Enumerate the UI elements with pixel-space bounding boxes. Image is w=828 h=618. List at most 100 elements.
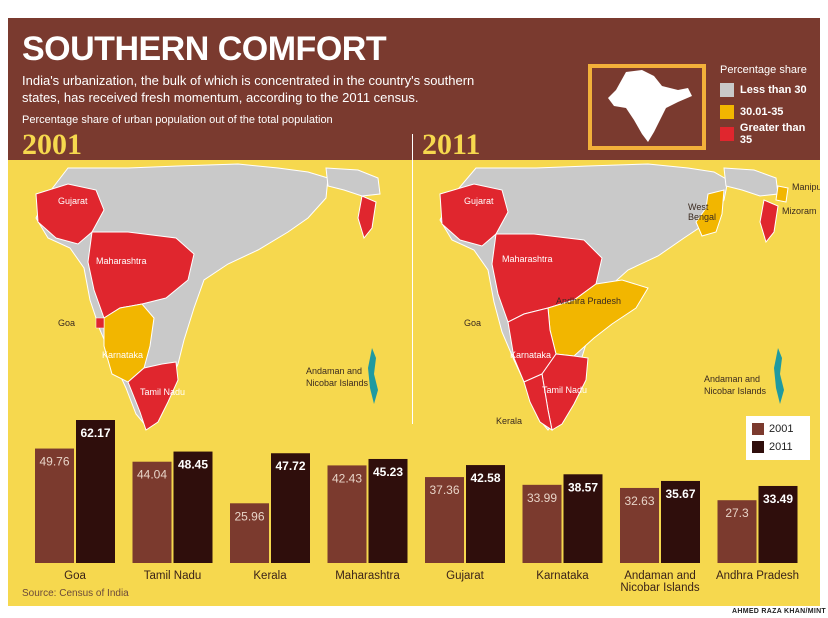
legend-item-30-35: 30.01-35 bbox=[720, 104, 783, 120]
map-label-karnataka-2011: Karnataka bbox=[510, 350, 551, 360]
legend-item-greater-than-35: Greater than 35 bbox=[720, 122, 820, 146]
state-west-bengal-2011 bbox=[695, 189, 725, 237]
state-goa-2001 bbox=[95, 317, 105, 329]
bar-chart: 49.76 62.17 Goa 44.04 48.45 Tamil Nadu 25.96 47… bbox=[35, 420, 799, 594]
legend-swatch-red bbox=[720, 127, 734, 141]
bar-goa-2011 bbox=[76, 420, 115, 563]
map-label-andhra-pradesh-2011: Andhra Pradesh bbox=[556, 296, 621, 306]
map-label-tamil-nadu-2011: Tamil Nadu bbox=[542, 385, 587, 395]
map-label-west-bengal-2011-line1: West bbox=[688, 202, 709, 212]
map-label-andaman-2011-line1: Andaman and bbox=[704, 374, 760, 384]
bar-value-label: 33.49 bbox=[763, 492, 793, 506]
bar-andhra-pradesh-2001 bbox=[717, 500, 757, 563]
andaman-islands-2011 bbox=[774, 348, 784, 404]
bar-value-label: 45.23 bbox=[373, 465, 403, 479]
bar-gujarat-2011 bbox=[466, 465, 505, 563]
bar-value-label: 35.67 bbox=[665, 487, 695, 501]
legend-label: Less than 30 bbox=[740, 84, 807, 96]
map-2011: Gujarat Maharashtra Andhra Pradesh Goa K… bbox=[439, 163, 820, 432]
bar-value-label: 49.76 bbox=[39, 455, 69, 469]
state-karnataka-2001 bbox=[103, 303, 155, 383]
bar-goa-2001 bbox=[35, 448, 74, 563]
map-label-west-bengal-2011-line2: Bengal bbox=[688, 212, 716, 222]
bar-maharashtra-2001 bbox=[327, 465, 367, 563]
infographic-subtitle: India's urbanization, the bulk of which … bbox=[22, 73, 475, 105]
bar-value-label: 42.58 bbox=[470, 471, 500, 485]
bar-andaman-nicobar-2001 bbox=[620, 487, 659, 563]
legend-label: Greater than 35 bbox=[739, 122, 806, 146]
map-label-maharashtra-2011: Maharashtra bbox=[502, 254, 553, 264]
bar-gujarat-2001 bbox=[425, 477, 464, 563]
india-outline-2001 bbox=[35, 163, 329, 427]
bar-tamil-nadu-2011 bbox=[173, 451, 213, 563]
infographic-caption: Percentage share of urban population out… bbox=[22, 114, 333, 126]
category-label: Gujarat bbox=[446, 570, 485, 582]
category-label: Andaman and bbox=[624, 570, 696, 582]
map-2001: Gujarat Maharashtra Goa Karnataka Tamil … bbox=[35, 163, 381, 431]
category-label: Nicobar Islands bbox=[620, 582, 700, 594]
bar-legend-swatch-2001 bbox=[752, 423, 764, 435]
bar-karnataka-2011 bbox=[563, 474, 603, 563]
bar-value-label: 32.63 bbox=[624, 494, 654, 508]
state-mizoram-2011 bbox=[759, 199, 779, 244]
category-label: Maharashtra bbox=[335, 570, 400, 582]
bar-kerala-2011 bbox=[271, 453, 310, 563]
header-panel: SOUTHERN COMFORT India's urbanization, t… bbox=[8, 18, 820, 160]
maps-panel: Gujarat Maharashtra Goa Karnataka Tamil … bbox=[35, 163, 820, 432]
year-label-2011: 2011 bbox=[422, 128, 481, 161]
bar-value-label: 33.99 bbox=[527, 491, 557, 505]
category-label: Tamil Nadu bbox=[144, 570, 202, 582]
bar-andhra-pradesh-2011 bbox=[758, 485, 798, 563]
bar-value-label: 47.72 bbox=[275, 459, 305, 473]
infographic-frame: Gujarat Maharashtra Goa Karnataka Tamil … bbox=[8, 18, 820, 606]
category-label: Goa bbox=[64, 570, 86, 582]
map-label-manipur-2011: Manipur bbox=[792, 182, 820, 192]
andaman-islands-2001 bbox=[368, 348, 378, 404]
map-label-kerala-2011: Kerala bbox=[496, 416, 522, 426]
bar-value-label: 62.17 bbox=[80, 426, 110, 440]
state-kerala-2011 bbox=[523, 373, 553, 432]
india-locator-icon bbox=[608, 70, 692, 142]
map-label-maharashtra-2001: Maharashtra bbox=[96, 256, 147, 266]
state-mizoram-2001 bbox=[357, 195, 377, 240]
map-label-gujarat-2011: Gujarat bbox=[464, 196, 494, 206]
legend-label: 30.01-35 bbox=[740, 106, 784, 118]
state-manipur-2011 bbox=[775, 185, 789, 203]
bar-andaman-nicobar-2011 bbox=[661, 480, 700, 563]
bar-legend: 2001 2011 bbox=[746, 416, 810, 460]
legend-title: Percentage share bbox=[720, 64, 807, 76]
map-label-andaman-2001-line2: Nicobar Islands bbox=[306, 378, 369, 388]
bar-karnataka-2001 bbox=[522, 484, 562, 563]
state-tamil-nadu-2001 bbox=[127, 361, 179, 431]
category-label: Kerala bbox=[253, 570, 287, 582]
bar-value-label: 25.96 bbox=[234, 509, 264, 523]
map-label-goa-2011: Goa bbox=[464, 318, 481, 328]
map-label-andaman-2001-line1: Andaman and bbox=[306, 366, 362, 376]
credit-line: AHMED RAZA KHAN/MINT bbox=[732, 608, 827, 615]
map-label-mizoram-2011: Mizoram bbox=[782, 206, 817, 216]
map-label-andaman-2011-line2: Nicobar Islands bbox=[704, 386, 767, 396]
bar-value-label: 38.57 bbox=[568, 480, 598, 494]
infographic-title: SOUTHERN COMFORT bbox=[22, 30, 387, 68]
map-divider bbox=[412, 134, 413, 424]
map-label-tamil-nadu-2001: Tamil Nadu bbox=[140, 387, 185, 397]
bar-value-label: 42.43 bbox=[332, 471, 362, 485]
legend-item-less-than-30: Less than 30 bbox=[720, 82, 807, 98]
source-note: Source: Census of India bbox=[22, 588, 129, 599]
bar-value-label: 37.36 bbox=[429, 483, 459, 497]
bar-value-label: 27.3 bbox=[725, 506, 749, 520]
bar-legend-swatch-2011 bbox=[752, 441, 764, 453]
state-maharashtra-2001 bbox=[87, 231, 195, 319]
northeast-2001 bbox=[325, 167, 381, 197]
bar-legend-label: 2011 bbox=[769, 441, 793, 453]
category-label: Karnataka bbox=[536, 570, 589, 582]
map-label-goa-2001: Goa bbox=[58, 318, 75, 328]
category-label: Andhra Pradesh bbox=[716, 570, 799, 582]
bar-legend-label: 2001 bbox=[769, 423, 794, 435]
bar-legend-item-2001: 2001 bbox=[752, 422, 793, 436]
bar-tamil-nadu-2001 bbox=[132, 461, 172, 563]
bar-maharashtra-2011 bbox=[368, 458, 408, 563]
bar-value-label: 44.04 bbox=[137, 468, 167, 482]
india-locator-map bbox=[588, 64, 706, 150]
year-label-2001: 2001 bbox=[22, 128, 82, 161]
